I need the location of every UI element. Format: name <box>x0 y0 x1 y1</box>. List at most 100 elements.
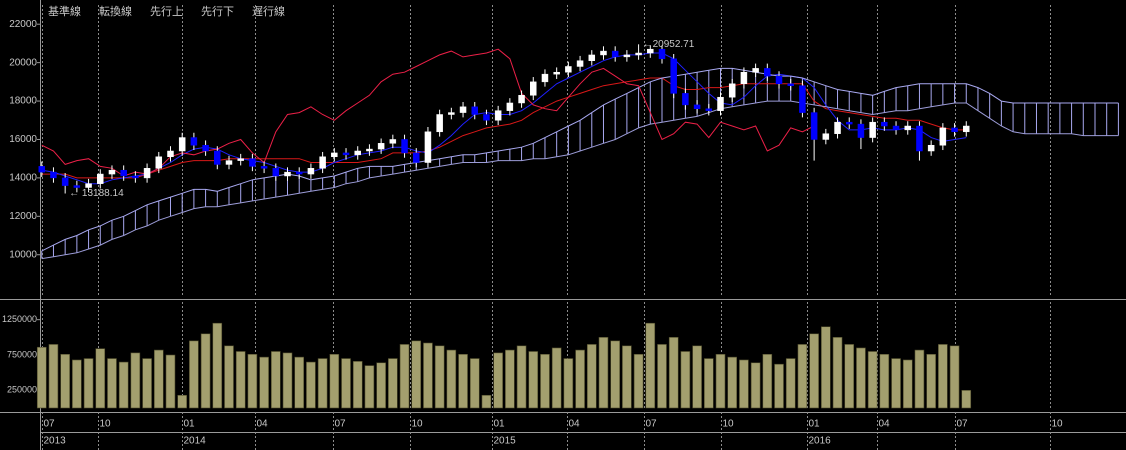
candle-body <box>810 112 818 140</box>
y-tick-label: 22000 <box>9 19 37 30</box>
candle-body <box>600 50 607 56</box>
candle-body <box>705 108 713 111</box>
y-tick-label: 1250000 <box>2 314 37 324</box>
volume-bar <box>692 345 702 409</box>
volume-bar <box>961 390 972 409</box>
volume-bar <box>481 394 492 409</box>
candle-body <box>307 168 315 175</box>
candle-body <box>904 125 911 131</box>
candle-body <box>73 185 81 188</box>
candle-body <box>506 102 514 111</box>
candle-body <box>448 112 455 115</box>
volume-bar <box>458 353 468 409</box>
volume-bar <box>891 358 901 409</box>
candle-body <box>260 166 268 169</box>
candle-body <box>963 125 970 133</box>
candle-body <box>424 131 432 163</box>
legend-entry: 先行上 <box>150 5 183 18</box>
volume-bar <box>867 351 878 409</box>
candle-body <box>412 152 420 163</box>
volume-bar <box>142 358 152 409</box>
candle-body <box>611 50 619 58</box>
candle-body <box>85 183 92 188</box>
candle-body <box>787 83 794 86</box>
volume-bar <box>376 362 386 409</box>
y-tick-label: 250000 <box>7 385 37 395</box>
volume-bar <box>844 344 855 409</box>
candle-body <box>752 68 759 73</box>
volume-bar <box>388 358 398 409</box>
candle-body <box>857 123 865 138</box>
candle-body <box>401 139 408 154</box>
candle-body <box>272 168 280 177</box>
y-tick-label: 750000 <box>7 349 37 359</box>
volume-bar <box>563 358 574 409</box>
volume-bar <box>715 353 726 409</box>
candle-body <box>728 83 736 98</box>
volume-bar <box>949 345 960 409</box>
year-label: 2014 <box>184 436 207 447</box>
x-tick-label: 07 <box>335 419 347 430</box>
volume-bar <box>259 356 269 409</box>
volume-bar <box>83 358 94 409</box>
volume-bar <box>423 342 433 409</box>
candle-body <box>295 171 303 175</box>
volume-bar <box>762 353 773 409</box>
volume-bar <box>165 354 176 409</box>
year-label: 2013 <box>44 436 67 447</box>
y-tick-label: 14000 <box>9 173 37 184</box>
candle-body <box>389 139 397 144</box>
y-tick-label: 16000 <box>9 134 37 145</box>
x-tick-label: 10 <box>1052 419 1064 430</box>
candle-body <box>576 60 584 67</box>
volume-bar <box>399 344 410 409</box>
candle-body <box>167 150 174 158</box>
volume-bar <box>48 344 59 409</box>
candle-body <box>740 71 748 85</box>
candle-body <box>61 177 69 186</box>
volume-bar <box>118 361 129 409</box>
candle-body <box>366 148 373 152</box>
x-tick-label: 07 <box>957 419 969 430</box>
candle-body <box>50 171 57 179</box>
candle-body <box>120 169 127 177</box>
volume-bar <box>107 358 117 409</box>
volume-bar <box>821 326 831 409</box>
y-tick-label: 20000 <box>9 57 37 68</box>
series-line <box>41 52 967 185</box>
candle-body <box>799 85 806 113</box>
candle-body <box>108 169 116 175</box>
legend-entry: 転換線 <box>99 4 132 18</box>
volume-bar <box>879 353 890 409</box>
year-label: 2015 <box>494 436 517 447</box>
candle-body <box>658 48 666 60</box>
candle-body <box>471 106 479 115</box>
volume-bar <box>727 356 738 409</box>
candle-body <box>178 137 186 152</box>
volume-bar <box>797 344 808 409</box>
candle-body <box>377 143 385 150</box>
volume-bar <box>774 363 784 409</box>
volume-bar <box>352 361 363 409</box>
volume-bar <box>200 333 211 409</box>
candle-body <box>834 121 841 134</box>
candle-body <box>670 58 677 94</box>
volume-bar <box>610 340 620 409</box>
volume-bar <box>505 349 515 409</box>
candle-body <box>623 54 631 58</box>
volume-bar <box>645 322 656 409</box>
volume-bar <box>72 359 82 409</box>
volume-bar <box>130 352 141 409</box>
volume-bar <box>364 365 375 409</box>
volume-bar <box>434 345 445 409</box>
x-tick-label: 10 <box>723 419 735 430</box>
annotation: ← 13188.14 <box>69 188 124 199</box>
x-tick-label: 10 <box>100 419 112 430</box>
candle-body <box>635 52 642 56</box>
candle-body <box>214 150 221 165</box>
candle-body <box>342 152 350 156</box>
candle-body <box>354 150 361 156</box>
volume-bar <box>446 349 457 409</box>
x-tick-label: 01 <box>809 419 821 430</box>
candle-body <box>682 93 689 106</box>
